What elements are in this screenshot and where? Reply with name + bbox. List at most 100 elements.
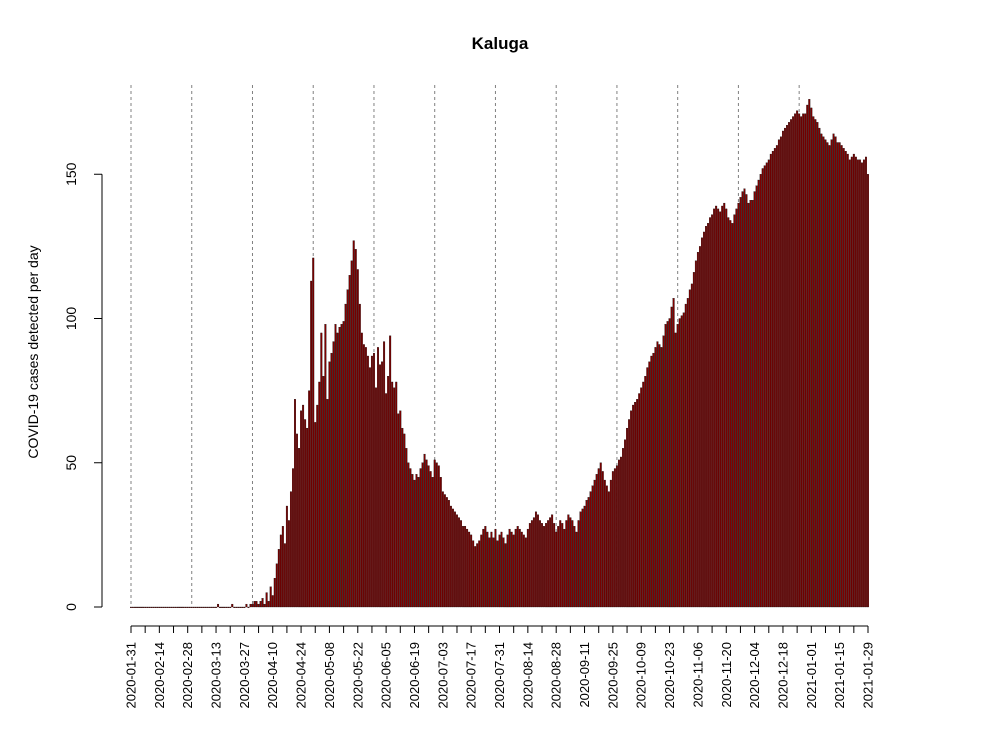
bar: [302, 404, 305, 608]
bar: [490, 531, 493, 608]
bar: [739, 197, 742, 608]
bar: [235, 606, 238, 608]
bar: [206, 606, 209, 608]
bar: [844, 151, 847, 608]
bar: [352, 240, 355, 608]
bar: [721, 205, 724, 608]
bar: [806, 104, 809, 608]
x-tick-label: 2020-05-22: [350, 642, 365, 709]
chart-title: Kaluga: [472, 34, 529, 53]
bar: [652, 352, 655, 608]
bar: [136, 606, 139, 608]
bar: [219, 606, 222, 608]
bar: [555, 531, 558, 608]
bar: [583, 505, 586, 608]
bar: [387, 376, 390, 608]
bar: [419, 468, 422, 608]
bar: [350, 260, 353, 608]
bar: [524, 537, 527, 608]
bar: [306, 427, 309, 608]
bar: [591, 485, 594, 608]
bar: [508, 528, 511, 608]
bar: [765, 162, 768, 608]
bar: [281, 526, 284, 608]
bar: [362, 344, 365, 608]
bar: [563, 528, 566, 608]
bar: [587, 497, 590, 608]
x-tick-label: 2020-08-14: [520, 642, 535, 709]
bar: [411, 474, 414, 608]
bar: [692, 272, 695, 608]
bar: [743, 188, 746, 608]
bar: [682, 312, 685, 608]
bar: [553, 523, 556, 608]
bar: [330, 352, 333, 608]
bar: [492, 537, 495, 608]
bar: [532, 517, 535, 608]
bar: [618, 459, 620, 608]
x-tick-label: 2020-11-06: [690, 642, 705, 708]
bar: [848, 159, 851, 608]
bar: [630, 410, 633, 608]
bar: [830, 139, 833, 608]
bar: [227, 606, 230, 608]
x-tick-label: 2020-12-04: [747, 642, 762, 709]
bar: [285, 505, 288, 608]
bar: [654, 347, 657, 608]
bar: [782, 130, 784, 608]
y-axis-label: COVID-19 cases detected per day: [25, 245, 41, 458]
bar: [328, 361, 331, 608]
bar: [672, 298, 675, 608]
x-tick-label: 2020-11-20: [719, 642, 734, 708]
bar: [336, 332, 339, 608]
bar: [644, 376, 647, 608]
bar: [694, 260, 697, 608]
bar: [292, 468, 294, 608]
bar: [565, 520, 568, 608]
bar: [534, 511, 537, 608]
bar: [717, 208, 720, 608]
bar: [786, 125, 788, 608]
bar: [656, 341, 659, 608]
bar: [828, 145, 831, 608]
bar: [320, 332, 323, 608]
bar: [674, 332, 677, 608]
bar: [769, 153, 772, 608]
bar-layer: [130, 99, 869, 608]
bar: [816, 122, 819, 608]
bar: [130, 606, 132, 608]
bar: [247, 606, 250, 608]
bar: [715, 205, 718, 608]
bar: [213, 606, 215, 608]
bar: [824, 139, 827, 608]
bar: [500, 531, 503, 608]
bar: [132, 606, 134, 608]
bar: [245, 603, 248, 608]
bar: [575, 531, 578, 608]
bar: [176, 606, 179, 608]
bar: [569, 517, 572, 608]
bar: [348, 275, 351, 608]
bar: [277, 549, 280, 608]
bar: [520, 531, 523, 608]
bar: [478, 540, 481, 608]
bar: [755, 185, 758, 608]
bar: [140, 606, 143, 608]
bar: [790, 119, 793, 608]
bar: [318, 381, 321, 608]
bar: [751, 200, 754, 608]
bar: [255, 601, 258, 608]
bar: [735, 208, 738, 608]
bar: [613, 468, 616, 608]
bar: [763, 165, 766, 608]
bar: [358, 303, 361, 608]
bar: [650, 355, 653, 608]
bar: [326, 399, 329, 608]
bar: [686, 298, 689, 608]
bar: [401, 427, 404, 608]
bar: [539, 520, 541, 608]
bar: [597, 468, 600, 608]
bar: [180, 606, 183, 608]
bar: [225, 606, 228, 608]
bar: [664, 324, 667, 608]
